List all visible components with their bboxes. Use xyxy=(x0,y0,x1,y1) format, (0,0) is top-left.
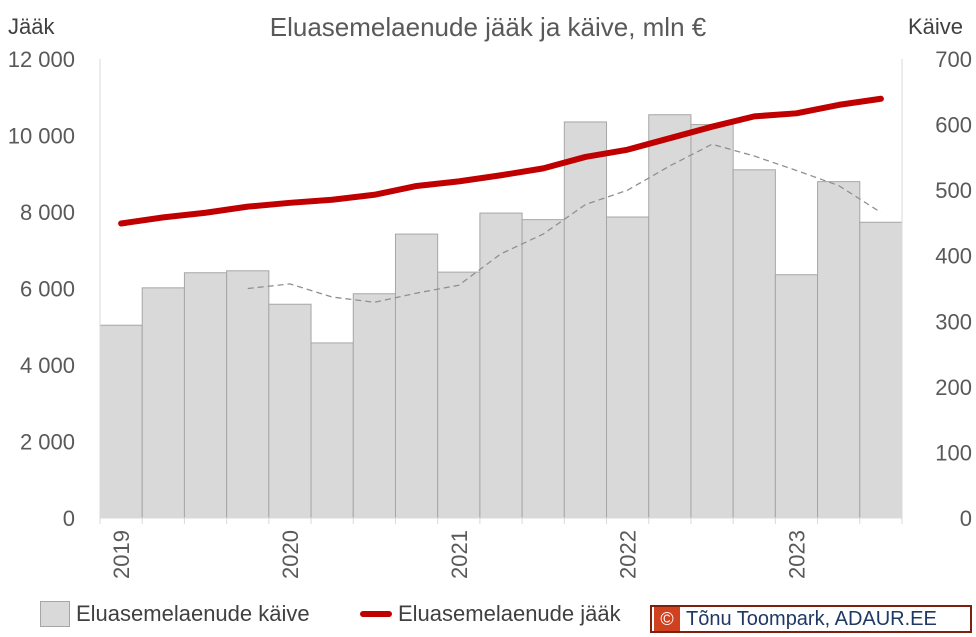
bar-kaive xyxy=(859,221,903,519)
trend-series xyxy=(247,143,882,303)
bar-kaive xyxy=(817,181,861,519)
right-tick-label: 400 xyxy=(935,244,972,269)
left-tick-label: 10 000 xyxy=(8,124,75,149)
chart-title: Eluasemelaenude jääk ja käive, mln € xyxy=(269,12,707,42)
jaak-point xyxy=(331,199,333,201)
jaak-point xyxy=(838,104,840,106)
bar-kaive xyxy=(226,270,270,519)
bar-kaive xyxy=(352,293,396,519)
right-tick-labels: 0 100 200 300 400 500 600 700 xyxy=(935,47,972,531)
jaak-point xyxy=(584,156,586,158)
bar-kaive xyxy=(268,303,312,519)
bar-kaive xyxy=(648,114,692,519)
legend-label-jaak: Eluasemelaenude jääk xyxy=(398,601,621,626)
legend-item-kaive: Eluasemelaenude käive xyxy=(40,601,310,627)
right-tick-label: 0 xyxy=(960,506,972,531)
right-tick-label: 300 xyxy=(935,309,972,334)
legend-label-kaive: Eluasemelaenude käive xyxy=(76,601,310,626)
bar-kaive xyxy=(141,287,185,519)
right-axis-title: Käive xyxy=(908,14,964,39)
bar-kaive xyxy=(774,274,819,519)
left-tick-label: 2 000 xyxy=(20,430,75,455)
jaak-point xyxy=(205,212,207,214)
bar-kaive xyxy=(732,169,776,519)
legend-swatch-bar xyxy=(40,601,70,627)
credit-text: Tõnu Toompark, ADAUR.EE xyxy=(686,607,937,630)
bar-kaive xyxy=(479,212,523,519)
x-tick-label: 2022 xyxy=(616,530,641,579)
left-tick-labels: 0 2 000 4 000 6 000 8 000 10 000 12 000 xyxy=(8,47,75,531)
bar-kaive xyxy=(310,342,354,519)
right-tick-label: 200 xyxy=(935,375,972,400)
jaak-point xyxy=(711,126,713,128)
left-axis-title: Jääk xyxy=(8,14,55,39)
bar-kaive xyxy=(394,233,439,519)
x-tick-label: 2020 xyxy=(278,530,303,579)
bar-kaive xyxy=(521,219,565,519)
jaak-point xyxy=(247,206,249,208)
left-tick-label: 0 xyxy=(63,506,75,531)
bar-kaive xyxy=(563,121,608,519)
legend-item-jaak: Eluasemelaenude jääk xyxy=(360,601,621,627)
bar-kaive xyxy=(99,324,143,519)
trend-line xyxy=(247,143,882,303)
axes xyxy=(99,59,903,524)
left-tick-label: 6 000 xyxy=(20,277,75,302)
copyright-icon: © xyxy=(654,607,680,631)
right-tick-label: 100 xyxy=(935,440,972,465)
right-tick-label: 500 xyxy=(935,178,972,203)
right-tick-label: 700 xyxy=(935,47,972,72)
jaak-point xyxy=(795,112,797,114)
bar-kaive xyxy=(606,216,650,519)
x-tick-labels: 2019 2020 2021 2022 2023 xyxy=(109,530,809,579)
jaak-point xyxy=(627,149,629,151)
line-series-jaak xyxy=(118,95,884,227)
left-tick-label: 12 000 xyxy=(8,47,75,72)
legend-swatch-line xyxy=(360,611,392,617)
x-tick-label: 2021 xyxy=(447,530,472,579)
left-tick-label: 8 000 xyxy=(20,200,75,225)
jaak-point xyxy=(458,180,460,182)
jaak-point xyxy=(416,185,418,187)
jaak-point xyxy=(500,174,502,176)
credit-badge: © Tõnu Toompark, ADAUR.EE xyxy=(650,605,972,633)
jaak-point xyxy=(120,222,122,224)
bar-kaive xyxy=(690,124,734,519)
jaak-point xyxy=(542,167,544,169)
bar-series-kaive xyxy=(99,114,903,519)
left-tick-label: 4 000 xyxy=(20,353,75,378)
jaak-point xyxy=(753,115,755,117)
jaak-point xyxy=(373,194,375,196)
jaak-point xyxy=(880,98,882,100)
bar-kaive xyxy=(437,271,481,519)
jaak-point xyxy=(669,137,671,139)
bar-kaive xyxy=(183,272,228,519)
x-tick-label: 2019 xyxy=(109,530,134,579)
jaak-point xyxy=(289,202,291,204)
jaak-point xyxy=(162,216,164,218)
right-tick-label: 600 xyxy=(935,113,972,138)
x-tick-label: 2023 xyxy=(784,530,809,579)
